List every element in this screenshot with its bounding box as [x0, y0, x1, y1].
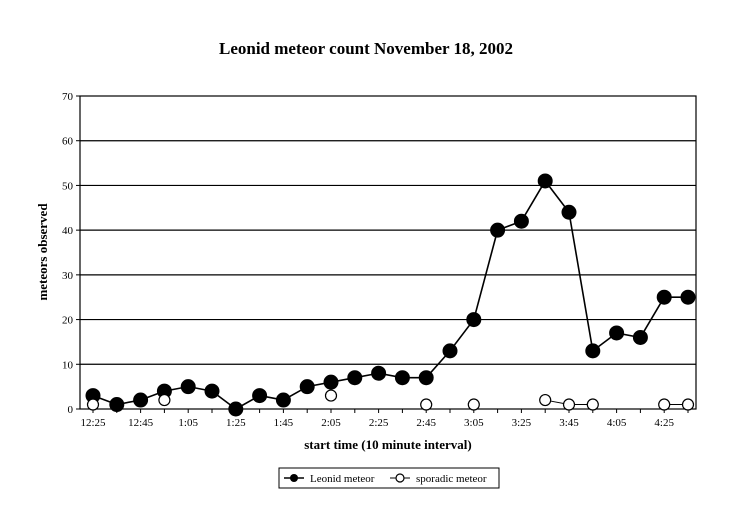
data-point-leonid	[513, 213, 529, 229]
y-tick-label: 30	[62, 270, 74, 282]
data-point-sporadic	[324, 389, 338, 402]
series-line-leonid	[639, 296, 665, 338]
chart-title: Leonid meteor count November 18, 2002	[219, 39, 513, 58]
x-tick-label: 2:05	[321, 417, 341, 429]
data-point-leonid	[585, 343, 601, 359]
y-tick-label: 60	[62, 136, 74, 148]
data-point-leonid	[394, 370, 410, 386]
data-point-sporadic	[539, 393, 552, 407]
legend-marker-sporadic	[395, 473, 405, 483]
series-lines	[92, 180, 688, 410]
x-tick-label: 3:05	[464, 417, 484, 429]
data-point-leonid	[323, 374, 339, 390]
data-point-sporadic	[467, 398, 480, 411]
data-point-sporadic	[562, 398, 576, 411]
x-tick-label: 4:05	[607, 417, 627, 429]
x-tick-label: 2:25	[369, 417, 389, 429]
x-tick-label: 2:45	[416, 417, 436, 429]
y-tick-label: 20	[62, 315, 74, 327]
y-tick-label: 10	[62, 359, 74, 371]
x-axis-label: start time (10 minute interval)	[304, 437, 472, 452]
x-axis-ticks: 12:25 12:45 1:05 1:25 1:45 2:05 2:25 2:45 3:05 3:…	[80, 409, 689, 429]
data-point-sporadic	[658, 398, 671, 411]
data-point-leonid	[609, 325, 625, 341]
data-point-leonid	[347, 370, 363, 386]
data-point-leonid	[275, 392, 291, 408]
data-point-leonid	[252, 388, 268, 404]
x-tick-label: 12:25	[80, 417, 106, 429]
data-point-leonid	[442, 343, 458, 359]
series-line-leonid	[568, 212, 594, 352]
x-tick-label: 12:45	[128, 417, 154, 429]
data-point-leonid	[561, 204, 577, 220]
y-tick-label: 70	[62, 91, 74, 103]
x-tick-label: 3:25	[512, 417, 532, 429]
data-point-leonid	[228, 401, 244, 417]
x-tick-label: 3:45	[559, 417, 579, 429]
legend-label-sporadic: sporadic meteor	[416, 473, 487, 485]
data-point-leonid	[109, 397, 125, 413]
legend: Leonid meteor sporadic meteor	[278, 467, 500, 489]
y-axis-label: meteors observed	[35, 203, 50, 301]
data-point-leonid	[632, 329, 648, 345]
data-point-leonid	[133, 392, 149, 408]
y-tick-label: 40	[62, 225, 74, 237]
plot-area: 0 10 20 30 40 50 60 70 12:25 12:45 1:05 1:25 1:45 2:…	[62, 91, 697, 429]
legend-label-leonid: Leonid meteor	[310, 473, 375, 485]
x-tick-label: 4:25	[654, 417, 674, 429]
data-point-leonid	[656, 289, 672, 305]
data-point-leonid	[299, 379, 315, 395]
data-point-sporadic	[420, 398, 433, 411]
data-point-sporadic	[158, 393, 171, 407]
data-point-leonid	[180, 379, 196, 395]
data-point-leonid	[371, 365, 387, 381]
data-point-leonid	[466, 312, 482, 328]
data-point-leonid	[537, 173, 553, 189]
series-line-leonid	[520, 180, 546, 222]
y-axis-ticks: 0 10 20 30 40 50 60 70	[62, 91, 80, 416]
data-point-sporadic	[86, 398, 100, 411]
legend-box	[278, 467, 500, 489]
x-tick-label: 1:05	[178, 417, 198, 429]
data-point-leonid	[490, 222, 506, 238]
x-tick-label: 1:25	[226, 417, 246, 429]
legend-marker-leonid	[290, 474, 298, 482]
y-tick-label: 50	[62, 180, 74, 192]
series-points	[85, 173, 696, 417]
data-point-sporadic	[681, 398, 695, 411]
plot-frame	[79, 95, 697, 410]
data-point-leonid	[680, 289, 696, 305]
gridlines	[80, 140, 696, 365]
y-tick-label: 0	[68, 404, 74, 416]
x-tick-label: 1:45	[274, 417, 294, 429]
data-point-sporadic	[586, 398, 599, 411]
data-point-leonid	[418, 370, 434, 386]
data-point-leonid	[204, 383, 220, 399]
series-line-leonid	[473, 229, 499, 320]
